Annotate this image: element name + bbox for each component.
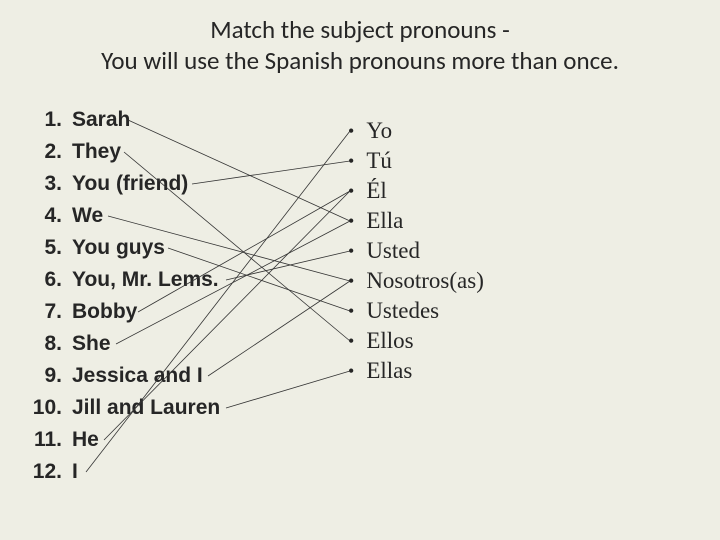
right-item-text: Usted xyxy=(366,238,420,264)
bullet-icon: • xyxy=(348,361,354,382)
bullet-icon: • xyxy=(348,241,354,262)
left-item-number: 9. xyxy=(32,364,62,388)
right-list: • Yo • Tú • Él • Ella • Usted • Nosotros(as) • Ustede… xyxy=(348,116,484,386)
right-item: • Ustedes xyxy=(348,296,484,326)
right-item-text: Ella xyxy=(366,208,403,234)
left-item: 5. You guys xyxy=(32,232,220,264)
left-item-text: She xyxy=(72,332,111,356)
right-item: • Ellos xyxy=(348,326,484,356)
left-item-text: You (friend) xyxy=(72,172,188,196)
left-list: 1. Sarah 2. They 3. You (friend) 4. We 5. You guy… xyxy=(32,104,220,488)
bullet-icon: • xyxy=(348,301,354,322)
left-item-number: 3. xyxy=(32,172,62,196)
title-line-1: Match the subject pronouns - xyxy=(0,14,720,45)
right-item-text: Ustedes xyxy=(366,298,439,324)
right-item-text: Yo xyxy=(366,118,392,144)
left-item: 1. Sarah xyxy=(32,104,220,136)
left-item-number: 12. xyxy=(32,460,62,484)
title: Match the subject pronouns - You will us… xyxy=(0,0,720,77)
left-item-text: Jessica and I xyxy=(72,364,203,388)
right-item: • Él xyxy=(348,176,484,206)
left-item: 10. Jill and Lauren xyxy=(32,392,220,424)
bullet-icon: • xyxy=(348,121,354,142)
left-item-text: You guys xyxy=(72,236,165,260)
left-item-number: 4. xyxy=(32,204,62,228)
left-item-number: 10. xyxy=(32,396,62,420)
left-item: 2. They xyxy=(32,136,220,168)
bullet-icon: • xyxy=(348,211,354,232)
left-item-text: Bobby xyxy=(72,300,137,324)
bullet-icon: • xyxy=(348,331,354,352)
match-line xyxy=(208,281,350,376)
right-item-text: Ellas xyxy=(366,358,412,384)
left-item: 7. Bobby xyxy=(32,296,220,328)
right-item: • Ella xyxy=(348,206,484,236)
left-item: 6. You, Mr. Lems. xyxy=(32,264,220,296)
right-item-text: Ellos xyxy=(366,328,413,354)
left-item: 12. I xyxy=(32,456,220,488)
right-item: • Tú xyxy=(348,146,484,176)
match-line xyxy=(226,251,350,280)
left-item-number: 8. xyxy=(32,332,62,356)
left-item-text: He xyxy=(72,428,99,452)
left-item-number: 7. xyxy=(32,300,62,324)
left-item-text: You, Mr. Lems. xyxy=(72,268,219,292)
left-item: 3. You (friend) xyxy=(32,168,220,200)
right-item: • Ellas xyxy=(348,356,484,386)
left-item: 4. We xyxy=(32,200,220,232)
left-item-text: Sarah xyxy=(72,108,130,132)
left-item-number: 11. xyxy=(32,428,62,452)
left-item-number: 2. xyxy=(32,140,62,164)
left-item-text: I xyxy=(72,460,78,484)
right-item: • Usted xyxy=(348,236,484,266)
right-item: • Yo xyxy=(348,116,484,146)
right-item-text: Nosotros(as) xyxy=(366,268,484,294)
match-line xyxy=(226,371,350,408)
left-item: 8. She xyxy=(32,328,220,360)
right-item-text: Tú xyxy=(366,148,392,174)
bullet-icon: • xyxy=(348,271,354,292)
right-item-text: Él xyxy=(366,178,386,204)
left-item-text: Jill and Lauren xyxy=(72,396,220,420)
left-item-number: 6. xyxy=(32,268,62,292)
left-item: 11. He xyxy=(32,424,220,456)
left-item-number: 1. xyxy=(32,108,62,132)
bullet-icon: • xyxy=(348,181,354,202)
left-item: 9. Jessica and I xyxy=(32,360,220,392)
left-item-text: We xyxy=(72,204,103,228)
bullet-icon: • xyxy=(348,151,354,172)
left-item-text: They xyxy=(72,140,121,164)
left-item-number: 5. xyxy=(32,236,62,260)
title-line-2: You will use the Spanish pronouns more t… xyxy=(0,45,720,76)
right-item: • Nosotros(as) xyxy=(348,266,484,296)
